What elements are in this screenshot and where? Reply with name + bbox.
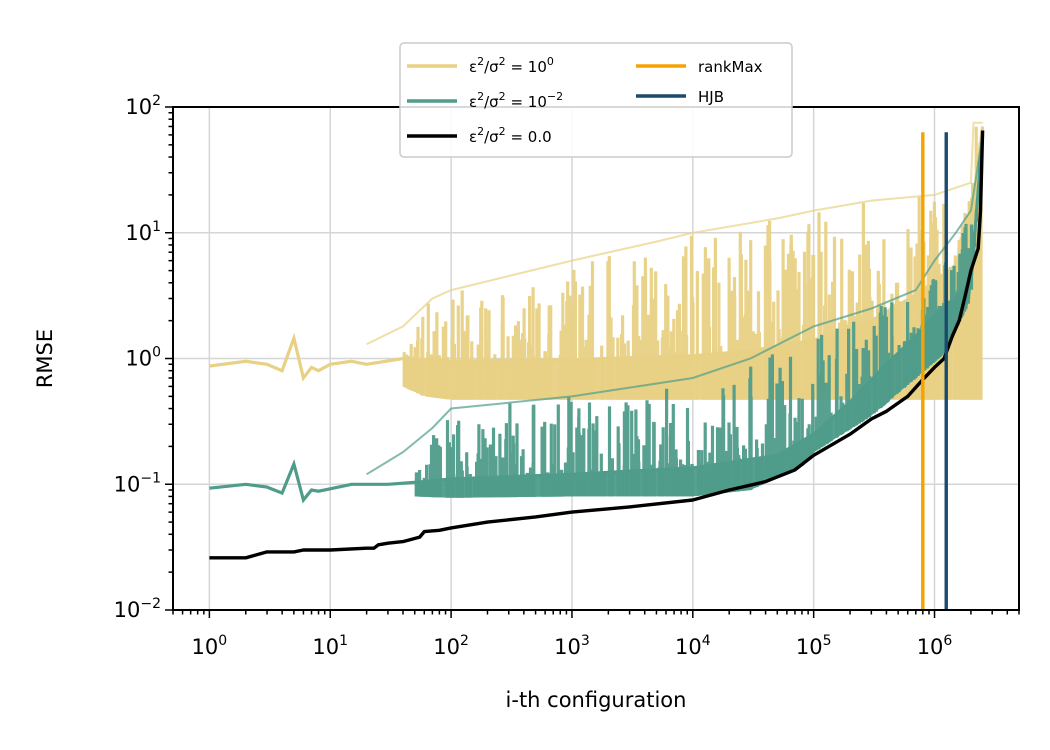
x-tick-label: 103 [554,633,590,659]
series-0 [209,121,985,400]
y-tick-label: 10−2 [114,596,161,622]
x-tick-label: 104 [675,633,711,659]
y-axis-label: RMSE [33,329,57,388]
x-tick-label: 105 [796,633,832,659]
series-1 [209,134,985,504]
legend-label: ε2/σ2 = 0.0 [469,125,552,146]
series-line [209,126,985,382]
legend-label: rankMax [698,58,763,76]
y-tick-label: 10−1 [114,470,161,496]
x-axis-label: i-th configuration [506,688,687,712]
x-tick-label: 100 [192,633,228,659]
legend: ε2/σ2 = 100 ε2/σ2 = 10−2 ε2/σ2 = 0.0 rankMa… [399,42,793,158]
legend-box [399,42,793,158]
legend-label: ε2/σ2 = 100 [469,55,554,76]
axis-ticks: 100 101 102 103 104 105 106 10−2 10−1 100 101 102 [114,93,1020,659]
y-tick-label: 100 [125,345,161,371]
series-layer [209,121,985,610]
series-upper-envelope [366,121,983,346]
x-tick-label: 106 [917,633,953,659]
x-tick-label: 102 [433,633,469,659]
series-line [209,134,985,504]
y-tick-label: 101 [125,219,161,245]
y-tick-label: 102 [125,93,161,119]
series-line-2 [209,130,985,560]
legend-label: HJB [698,88,724,106]
series-upper-envelope [366,134,984,476]
x-tick-label: 101 [312,633,348,659]
series-spikes [402,126,982,400]
legend-label: ε2/σ2 = 10−2 [469,90,563,111]
